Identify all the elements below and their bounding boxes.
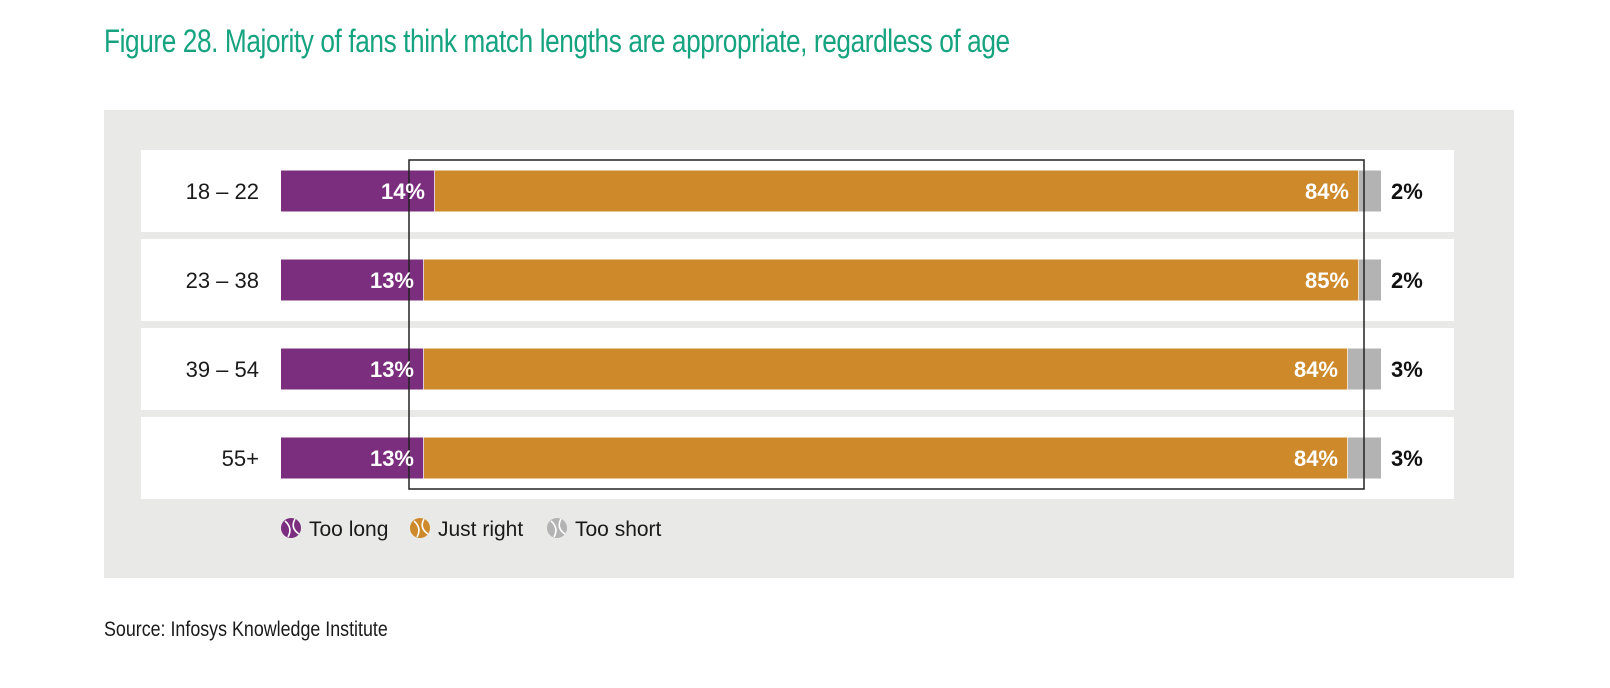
data-label-too-short: 2% <box>1391 268 1423 293</box>
legend-label: Too short <box>575 518 662 541</box>
ball-icon <box>547 518 567 538</box>
data-label-just-right: 84% <box>1305 179 1349 204</box>
data-label-too-long: 13% <box>370 268 414 293</box>
data-label-just-right: 84% <box>1294 446 1338 471</box>
bar-too-short <box>1359 259 1381 301</box>
stacked-bar-chart: 18 – 22 14% 84% 2% 23 – 38 13% 85% 2% 39 – 54 13%… <box>141 150 1454 541</box>
legend-label: Too long <box>309 518 388 541</box>
data-label-too-long: 13% <box>370 446 414 471</box>
bar-just-right <box>435 170 1359 212</box>
data-label-just-right: 84% <box>1294 357 1338 382</box>
legend: Too long Just right Too short <box>281 518 662 541</box>
category-label: 23 – 38 <box>186 268 259 293</box>
legend-item-too-long: Too long <box>281 518 388 541</box>
category-label: 39 – 54 <box>186 357 259 382</box>
data-label-too-short: 3% <box>1391 446 1423 471</box>
data-label-too-short: 2% <box>1391 179 1423 204</box>
legend-label: Just right <box>438 518 523 541</box>
category-label: 18 – 22 <box>186 179 259 204</box>
bar-too-long <box>281 348 424 390</box>
bar-just-right <box>424 348 1348 390</box>
highlight-box <box>408 159 1365 490</box>
ball-icon <box>410 518 430 538</box>
bar-just-right <box>424 259 1359 301</box>
bar-just-right <box>424 437 1348 479</box>
bar-too-long <box>281 259 424 301</box>
bar-too-long <box>281 437 424 479</box>
data-label-too-long: 13% <box>370 357 414 382</box>
data-label-too-long: 14% <box>381 179 425 204</box>
data-label-just-right: 85% <box>1305 268 1349 293</box>
ball-icon <box>281 518 301 538</box>
legend-item-too-short: Too short <box>547 518 662 541</box>
data-label-too-short: 3% <box>1391 357 1423 382</box>
chart-panel: 18 – 22 14% 84% 2% 23 – 38 13% 85% 2% 39 – 54 13%… <box>104 110 1514 578</box>
category-label: 55+ <box>222 446 259 471</box>
legend-item-just-right: Just right <box>410 518 523 541</box>
bar-too-short <box>1359 170 1381 212</box>
source-note: Source: Infosys Knowledge Institute <box>104 618 388 641</box>
chart-title: Figure 28. Majority of fans think match … <box>104 23 1010 59</box>
